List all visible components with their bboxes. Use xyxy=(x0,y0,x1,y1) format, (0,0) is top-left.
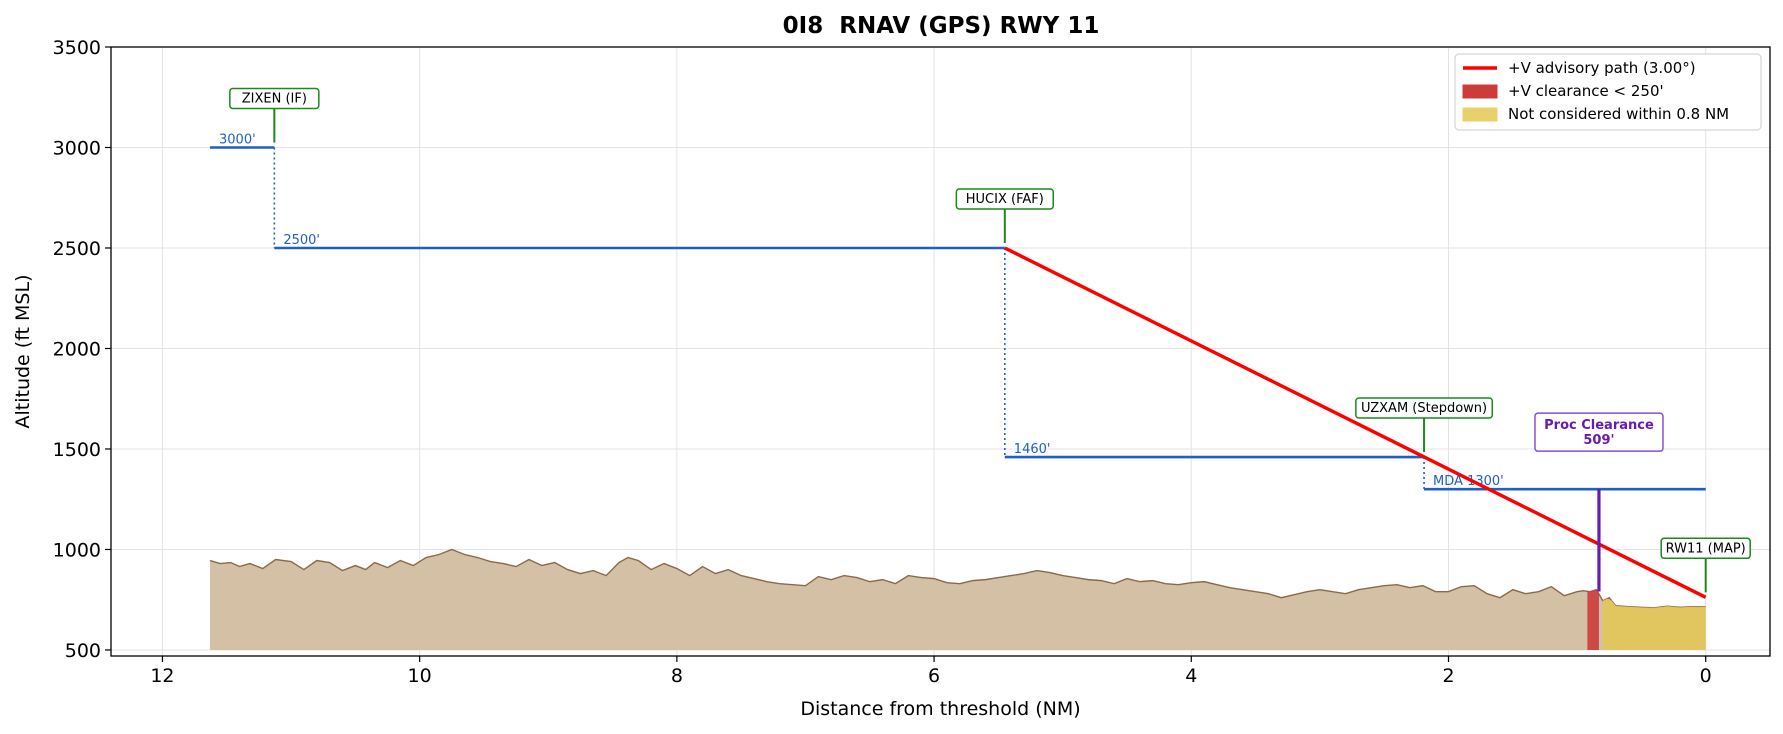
x-tick-label: 10 xyxy=(408,665,432,687)
advisory-path-line xyxy=(1004,246,1707,599)
y-axis-title: Altitude (ft MSL) xyxy=(12,275,34,429)
terrain-profile xyxy=(209,548,1706,650)
legend-label: +V advisory path (3.00°) xyxy=(1508,59,1696,77)
fix-label-box xyxy=(1660,537,1751,560)
proc-clearance-title: Proc Clearance xyxy=(1544,418,1654,433)
fix-label-box xyxy=(955,188,1055,210)
x-tick-label: 6 xyxy=(928,665,940,687)
terrain-fill xyxy=(210,549,1706,650)
x-tick-label: 8 xyxy=(671,665,683,687)
altitude-label: 3000' xyxy=(219,132,256,147)
not-considered-zone xyxy=(1602,598,1706,650)
axes: 12 10 8 6 4 2 0 500 1000 1500 2000 2500 3000 3500 xyxy=(53,37,1712,687)
legend-swatch xyxy=(1462,84,1498,99)
legend-label: Not considered within 0.8 NM xyxy=(1508,105,1729,123)
plot-frame xyxy=(110,46,1771,657)
legend: +V advisory path (3.00°) +V clearance < 2… xyxy=(1454,53,1762,131)
proc-clearance-value: 509' xyxy=(1583,433,1614,448)
y-tick-label: 1000 xyxy=(53,539,101,561)
clearance-warning-zone xyxy=(1587,589,1599,650)
x-tick-label: 12 xyxy=(150,665,174,687)
grid-lines xyxy=(111,46,1770,656)
chart-title: 0I8 RNAV (GPS) RWY 11 xyxy=(783,13,1100,39)
x-tick-label: 4 xyxy=(1185,665,1197,687)
x-axis-title: Distance from threshold (NM) xyxy=(800,698,1080,720)
terrain-outline xyxy=(209,548,1706,609)
altitude-label: 1460' xyxy=(1014,442,1051,457)
fix-label-box xyxy=(229,87,320,110)
altitude-segments: 3000' 2500' 1460' MDA 1300' xyxy=(210,132,1706,491)
x-tick-label: 2 xyxy=(1442,665,1454,687)
legend-box xyxy=(1454,53,1762,131)
legend-label: +V clearance < 250' xyxy=(1508,82,1664,100)
y-tick-label: 2500 xyxy=(53,238,101,260)
fix-label: UZXAM (Stepdown) xyxy=(1361,401,1487,416)
proc-clearance-box xyxy=(1534,412,1664,452)
fix-label: RW11 (MAP) xyxy=(1666,541,1746,556)
fix-label: ZIXEN (IF) xyxy=(242,91,307,106)
x-tick-label: 0 xyxy=(1700,665,1712,687)
y-tick-label: 3500 xyxy=(53,37,101,59)
altitude-label: MDA 1300' xyxy=(1433,474,1504,489)
fix-label: HUCIX (FAF) xyxy=(966,192,1044,207)
y-tick-label: 3000 xyxy=(53,137,101,159)
fix-label-box xyxy=(1355,397,1494,419)
legend-swatch xyxy=(1462,107,1498,122)
altitude-label: 2500' xyxy=(283,233,320,248)
y-tick-label: 2000 xyxy=(53,338,101,360)
y-tick-label: 1500 xyxy=(53,439,101,461)
fix-markers: ZIXEN (IF) HUCIX (FAF) UZXAM (Stepdown) RW1… xyxy=(229,87,1751,593)
advisory-path-layer xyxy=(1004,246,1707,599)
y-tick-label: 500 xyxy=(65,640,101,662)
clearance-zones xyxy=(1587,589,1706,650)
